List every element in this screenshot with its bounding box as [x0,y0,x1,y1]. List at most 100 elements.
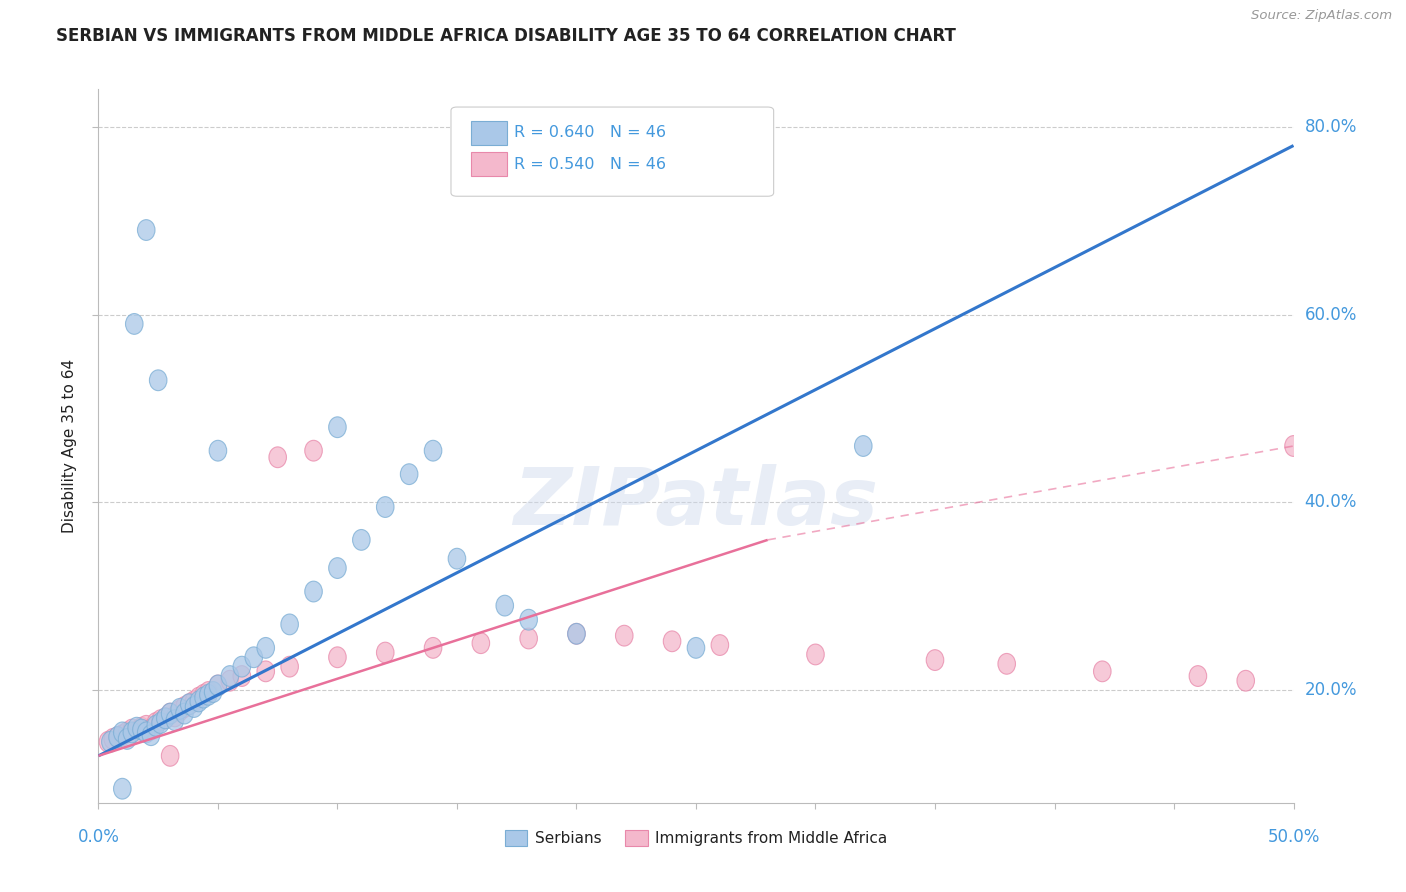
Ellipse shape [200,681,217,702]
Ellipse shape [305,441,322,461]
Ellipse shape [148,713,165,733]
Ellipse shape [233,657,250,677]
Ellipse shape [132,717,150,738]
Ellipse shape [204,681,222,702]
Ellipse shape [520,609,537,630]
Ellipse shape [329,558,346,578]
Ellipse shape [118,729,136,749]
Ellipse shape [118,722,136,743]
Ellipse shape [353,530,370,550]
Ellipse shape [1094,661,1111,681]
Ellipse shape [807,644,824,665]
Ellipse shape [855,435,872,457]
Text: 80.0%: 80.0% [1305,118,1357,136]
Ellipse shape [128,722,145,743]
Ellipse shape [401,464,418,484]
Ellipse shape [209,675,226,696]
Ellipse shape [377,497,394,517]
Ellipse shape [998,654,1015,674]
Ellipse shape [100,731,117,752]
Ellipse shape [132,719,150,740]
Ellipse shape [172,698,188,719]
Ellipse shape [496,595,513,616]
Ellipse shape [138,722,155,743]
Ellipse shape [200,684,217,706]
Y-axis label: Disability Age 35 to 64: Disability Age 35 to 64 [62,359,77,533]
Ellipse shape [190,687,208,708]
Ellipse shape [156,708,174,729]
Text: R = 0.540   N = 46: R = 0.540 N = 46 [515,157,666,171]
Ellipse shape [257,661,274,681]
Ellipse shape [568,624,585,644]
Text: 50.0%: 50.0% [1267,828,1320,846]
Text: 60.0%: 60.0% [1305,306,1357,324]
Ellipse shape [186,697,202,717]
Ellipse shape [156,708,174,729]
Legend: Serbians, Immigrants from Middle Africa: Serbians, Immigrants from Middle Africa [498,824,894,852]
Ellipse shape [1237,671,1254,691]
Ellipse shape [257,638,274,658]
Ellipse shape [180,694,198,714]
Ellipse shape [186,691,202,712]
Ellipse shape [138,219,155,241]
Text: R = 0.640   N = 46: R = 0.640 N = 46 [515,125,666,140]
Ellipse shape [162,703,179,724]
Ellipse shape [281,614,298,635]
Ellipse shape [114,725,131,746]
Ellipse shape [190,691,208,712]
Ellipse shape [101,731,120,752]
Ellipse shape [233,665,250,687]
Ellipse shape [180,694,198,714]
Ellipse shape [1189,665,1206,687]
Ellipse shape [162,746,179,766]
Ellipse shape [149,370,167,391]
Ellipse shape [520,628,537,648]
Ellipse shape [104,729,121,749]
Ellipse shape [664,631,681,652]
Ellipse shape [221,665,239,687]
Ellipse shape [114,722,131,743]
Ellipse shape [124,719,141,740]
Ellipse shape [688,638,704,658]
Ellipse shape [711,635,728,656]
Ellipse shape [162,703,179,724]
Ellipse shape [124,722,141,743]
Ellipse shape [166,710,184,731]
Ellipse shape [209,441,226,461]
Ellipse shape [114,779,131,799]
Ellipse shape [142,725,160,746]
Ellipse shape [195,687,212,708]
Ellipse shape [176,703,193,724]
Ellipse shape [377,642,394,663]
Text: ZIPatlas: ZIPatlas [513,464,879,542]
Ellipse shape [138,715,155,736]
Ellipse shape [221,671,239,691]
Ellipse shape [329,417,346,438]
Ellipse shape [125,314,143,334]
FancyBboxPatch shape [471,120,508,145]
Ellipse shape [927,649,943,671]
Ellipse shape [176,697,193,717]
Ellipse shape [305,582,322,602]
Ellipse shape [269,447,287,467]
Text: 20.0%: 20.0% [1305,681,1357,699]
Ellipse shape [425,441,441,461]
FancyBboxPatch shape [451,107,773,196]
Ellipse shape [449,549,465,569]
Ellipse shape [142,719,160,740]
Ellipse shape [329,647,346,667]
Ellipse shape [108,727,127,747]
Ellipse shape [568,624,585,644]
Ellipse shape [209,675,226,696]
Text: 40.0%: 40.0% [1305,493,1357,511]
Ellipse shape [195,684,212,706]
Ellipse shape [152,713,169,733]
Ellipse shape [128,717,145,738]
Ellipse shape [281,657,298,677]
Text: 0.0%: 0.0% [77,828,120,846]
Text: Source: ZipAtlas.com: Source: ZipAtlas.com [1251,9,1392,22]
Ellipse shape [616,625,633,646]
Ellipse shape [245,647,263,667]
Ellipse shape [425,638,441,658]
Text: SERBIAN VS IMMIGRANTS FROM MIDDLE AFRICA DISABILITY AGE 35 TO 64 CORRELATION CHA: SERBIAN VS IMMIGRANTS FROM MIDDLE AFRICA… [56,27,956,45]
